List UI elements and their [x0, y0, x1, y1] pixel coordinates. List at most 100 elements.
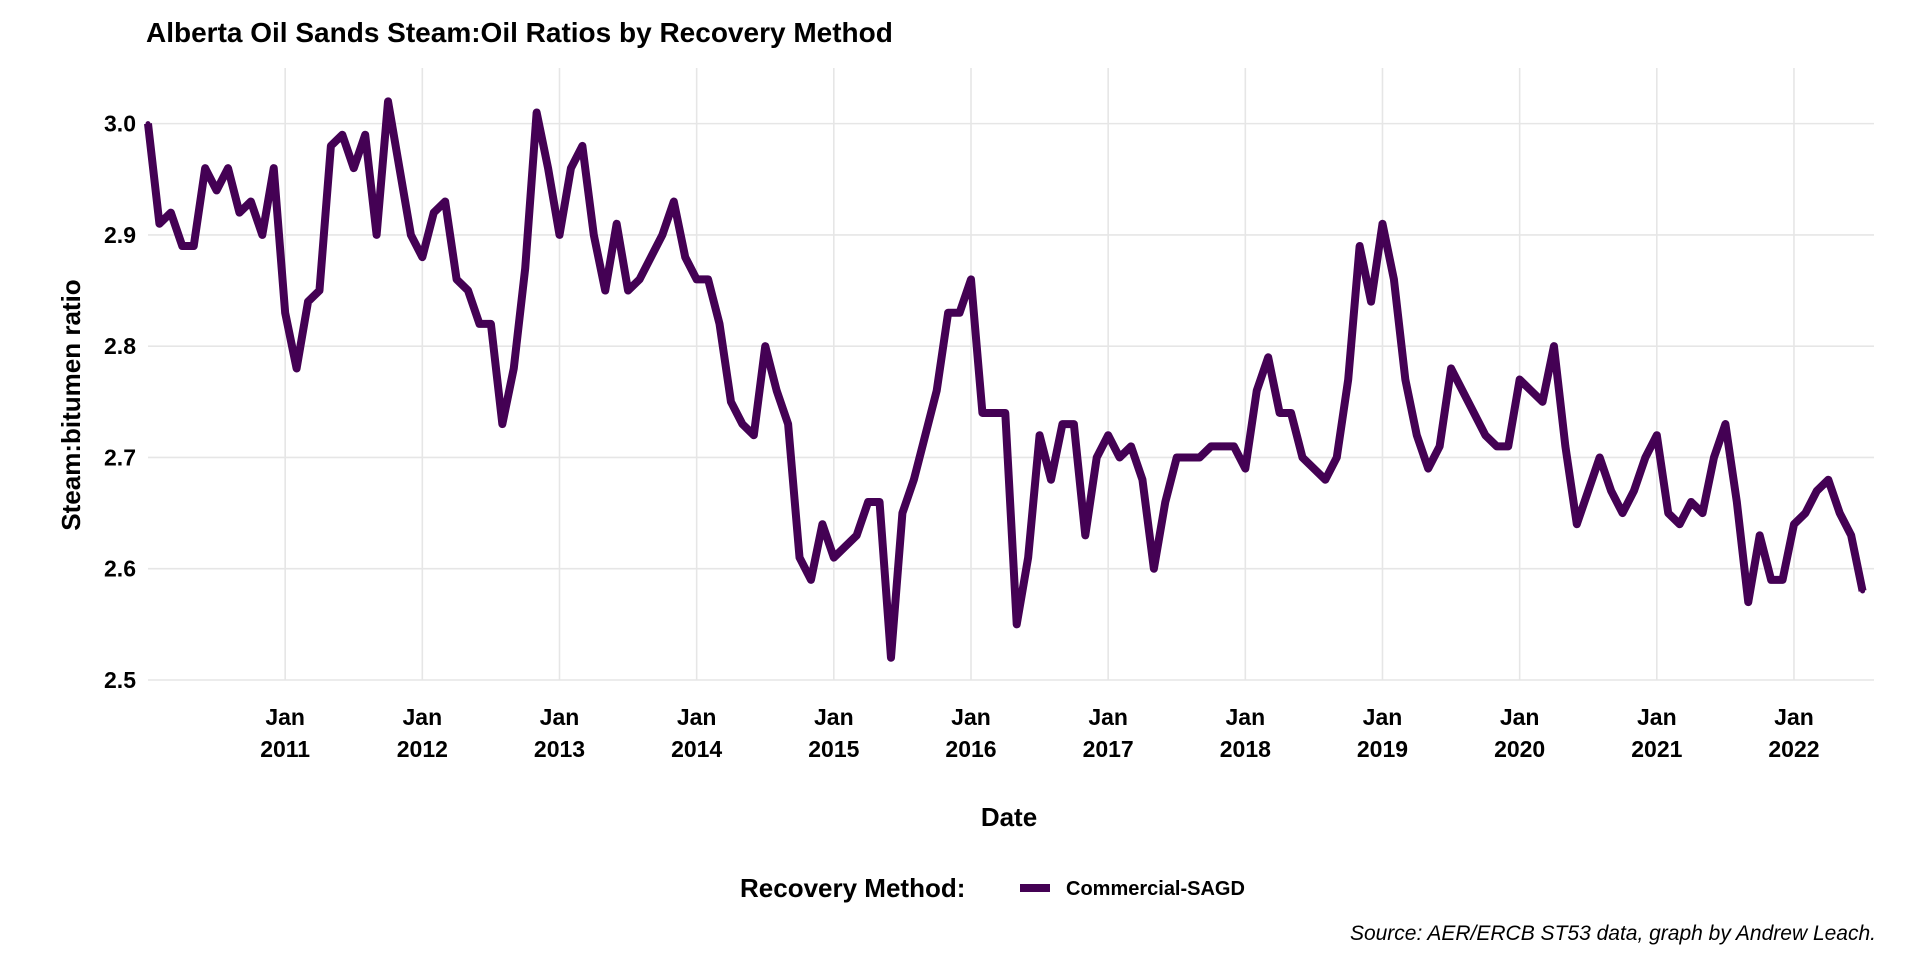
- x-tick-label-year: 2019: [1357, 736, 1408, 762]
- data-point: [1208, 443, 1214, 449]
- data-point: [1379, 221, 1385, 227]
- x-tick-label: Jan: [1088, 704, 1128, 730]
- data-point: [637, 276, 643, 282]
- data-point: [1562, 443, 1568, 449]
- data-point: [1608, 488, 1614, 494]
- data-point: [1802, 510, 1808, 516]
- data-point: [1711, 454, 1717, 460]
- y-tick-label: 2.8: [104, 333, 136, 359]
- data-point: [1128, 443, 1134, 449]
- data-point: [808, 577, 814, 583]
- x-axis-label: Date: [981, 802, 1037, 832]
- y-axis: 2.5 2.6 2.7 2.8 2.9 3.0: [104, 111, 136, 693]
- data-point: [1197, 454, 1203, 460]
- data-point: [396, 165, 402, 171]
- data-point: [1768, 577, 1774, 583]
- data-point: [1722, 421, 1728, 427]
- data-point: [1688, 499, 1694, 505]
- data-point: [316, 288, 322, 294]
- data-point: [385, 98, 391, 104]
- data-point: [1825, 477, 1831, 483]
- x-axis: Jan 2011 Jan 2012 Jan 2013 Jan 2014 Jan 2015 Jan 20…: [260, 704, 1819, 762]
- data-point: [1254, 388, 1260, 394]
- x-tick-label-year: 2011: [260, 736, 310, 762]
- data-point: [1299, 454, 1305, 460]
- data-point: [1265, 354, 1271, 360]
- data-point: [408, 232, 414, 238]
- y-tick-label: 2.7: [104, 444, 136, 470]
- data-point: [785, 421, 791, 427]
- x-tick-label-year: 2017: [1083, 736, 1134, 762]
- data-point: [225, 165, 231, 171]
- data-point: [442, 199, 448, 205]
- data-point: [1311, 466, 1317, 472]
- data-point: [1631, 488, 1637, 494]
- x-tick-label: Jan: [1774, 704, 1814, 730]
- data-point: [1745, 599, 1751, 605]
- data-point: [1494, 443, 1500, 449]
- data-point: [945, 310, 951, 316]
- data-point: [499, 421, 505, 427]
- series-layer: [144, 97, 1867, 662]
- data-point: [1848, 532, 1854, 538]
- data-point: [545, 165, 551, 171]
- x-tick-label: Jan: [403, 704, 443, 730]
- data-point: [1139, 477, 1145, 483]
- data-point: [351, 165, 357, 171]
- data-point: [236, 210, 242, 216]
- data-point: [1345, 377, 1351, 383]
- data-point: [568, 165, 574, 171]
- data-point: [556, 232, 562, 238]
- x-tick-label-year: 2022: [1768, 736, 1819, 762]
- x-tick-label-year: 2012: [397, 736, 448, 762]
- data-point: [1665, 510, 1671, 516]
- data-point: [259, 232, 265, 238]
- data-point: [431, 210, 437, 216]
- data-point: [476, 321, 482, 327]
- data-point: [488, 321, 494, 327]
- data-point: [1791, 521, 1797, 527]
- data-point: [739, 421, 745, 427]
- data-point: [1368, 299, 1374, 305]
- data-point: [659, 232, 665, 238]
- data-point: [214, 187, 220, 193]
- data-point: [1071, 421, 1077, 427]
- data-point: [1551, 343, 1557, 349]
- x-tick-label: Jan: [951, 704, 991, 730]
- data-point: [1780, 577, 1786, 583]
- data-point: [751, 432, 757, 438]
- data-point: [705, 276, 711, 282]
- x-tick-label: Jan: [814, 704, 854, 730]
- data-point: [534, 110, 540, 116]
- data-point: [1654, 432, 1660, 438]
- data-point: [991, 410, 997, 416]
- series-line-commercial-sagd: [144, 97, 1867, 662]
- data-point: [774, 388, 780, 394]
- y-tick-label: 2.5: [104, 667, 136, 693]
- data-point: [602, 288, 608, 294]
- data-point: [1757, 532, 1763, 538]
- data-point: [671, 199, 677, 205]
- data-point: [968, 276, 974, 282]
- data-point: [1048, 477, 1054, 483]
- data-point: [1025, 555, 1031, 561]
- data-point: [1162, 499, 1168, 505]
- y-axis-label: Steam:bitumen ratio: [56, 279, 86, 530]
- x-tick-label: Jan: [1363, 704, 1403, 730]
- data-point: [831, 555, 837, 561]
- data-point: [1288, 410, 1294, 416]
- data-point: [957, 310, 963, 316]
- data-point: [1860, 588, 1866, 594]
- y-tick-label: 2.9: [104, 222, 136, 248]
- x-tick-label-year: 2015: [808, 736, 859, 762]
- data-point: [1482, 432, 1488, 438]
- data-point: [888, 655, 894, 661]
- data-point: [1105, 432, 1111, 438]
- legend-label-commercial-sagd: Commercial-SAGD: [1066, 878, 1245, 900]
- data-point: [877, 499, 883, 505]
- x-tick-label: Jan: [1226, 704, 1266, 730]
- data-point: [899, 510, 905, 516]
- data-point: [1242, 466, 1248, 472]
- data-point: [454, 276, 460, 282]
- data-point: [1334, 454, 1340, 460]
